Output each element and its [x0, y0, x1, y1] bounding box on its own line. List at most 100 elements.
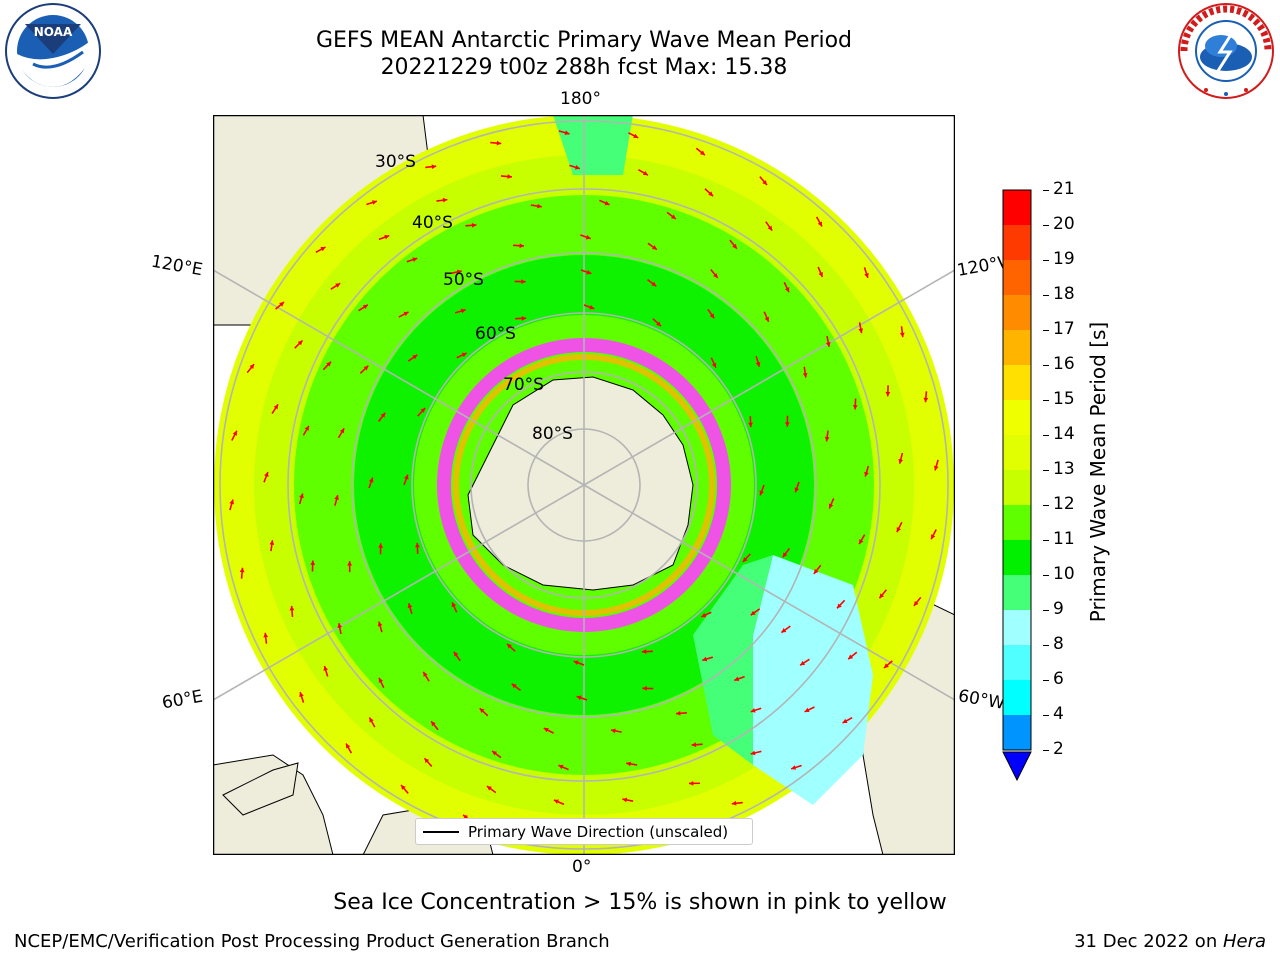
wave-arrow-head: [691, 742, 697, 748]
wave-arrow-head: [898, 458, 904, 464]
colorbar-tick-mark: [1043, 645, 1049, 646]
wave-arrow-head: [817, 221, 822, 227]
colorbar-cell: [1003, 715, 1031, 750]
colorbar-tick-label: 21: [1053, 179, 1075, 199]
wave-arrow-head: [347, 561, 353, 566]
colorbar-tick-label: 10: [1053, 564, 1075, 584]
legend-line-swatch: [423, 831, 459, 833]
wave-arrow-head: [885, 391, 891, 397]
wave-arrow-head: [299, 493, 304, 499]
wave-arrow-head: [732, 243, 737, 249]
wave-arrow-head: [431, 164, 437, 170]
wave-arrow-head: [412, 354, 418, 360]
colorbar-tick-mark: [1043, 190, 1049, 191]
wave-arrow-head: [479, 708, 485, 714]
wave-direction-arrows: [229, 130, 939, 840]
colorbar-cell: [1003, 645, 1031, 680]
wave-arrow-head: [269, 540, 275, 545]
wave-arrow-head: [264, 472, 269, 477]
wave-arrow-head: [755, 361, 761, 367]
lat-label-60s: 60°S: [475, 324, 516, 344]
wave-arrow-head: [461, 352, 467, 358]
wave-arrow-head: [363, 365, 369, 371]
nws-logo: [1178, 3, 1274, 99]
colorbar-cell: [1003, 260, 1031, 295]
wave-arrow-head: [759, 490, 764, 496]
wave-arrow-head: [750, 750, 756, 756]
lon-label-60e: 60°E: [160, 686, 205, 714]
lat-label-40s: 40°S: [412, 213, 453, 233]
lat-label-70s: 70°S: [503, 375, 544, 395]
wave-arrow-head: [642, 170, 648, 176]
wave-arrow-head: [864, 272, 869, 278]
land-africa: [213, 754, 334, 855]
wave-arrow-head: [781, 628, 787, 633]
wave-arrow-head: [304, 425, 309, 431]
wave-arrow-head: [931, 534, 936, 540]
wave-arrow-head: [263, 632, 269, 638]
chart-subtitle-run: 20221229 t00z 288h fcst Max: 15.38: [380, 55, 788, 80]
lat-label-80s: 80°S: [532, 424, 573, 444]
colorbar-tick-label: 15: [1053, 389, 1075, 409]
wave-arrow-head: [384, 234, 390, 240]
wave-arrow-head: [923, 397, 929, 403]
wave-arrow-head: [899, 332, 905, 338]
wave-arrow-head: [852, 405, 858, 410]
wave-arrow-head: [734, 676, 740, 682]
colorbar-tick-label: 9: [1053, 599, 1064, 619]
wave-arrow-head: [279, 302, 285, 307]
wave-arrow-head: [782, 552, 788, 558]
wave-arrow-head: [407, 603, 413, 609]
wave-arrow-head: [913, 600, 919, 606]
colorbar-tick-label: 6: [1053, 669, 1064, 689]
wave-arrow-head: [750, 610, 756, 616]
wave-arrow-head: [369, 717, 374, 723]
wave-arrow-head: [883, 663, 889, 668]
wave-arrow-head: [232, 430, 237, 436]
wave-arrow-head: [702, 656, 708, 662]
wave-arrow-head: [423, 671, 428, 677]
colorbar-tick-mark: [1043, 435, 1049, 436]
wave-arrow-head: [764, 316, 770, 322]
wave-arrow-head: [346, 743, 351, 749]
wave-arrow-head: [586, 269, 592, 275]
map-legend: Primary Wave Direction (unscaled): [415, 818, 753, 845]
lat-label-50s: 50°S: [443, 270, 484, 290]
wave-arrow-head: [326, 361, 332, 367]
colorbar-cell: [1003, 505, 1031, 540]
wave-arrow-head: [378, 677, 384, 683]
wave-arrow-head: [642, 685, 647, 691]
colorbar-tick-mark: [1043, 610, 1049, 611]
wave-arrow-head: [656, 321, 661, 327]
wave-arrow-head: [460, 308, 466, 314]
colorbar-tick-mark: [1043, 715, 1049, 716]
colorbar-tick-label: 11: [1053, 529, 1075, 549]
footer-host: Hera: [1222, 931, 1266, 952]
colorbar-tick-label: 8: [1053, 634, 1064, 654]
colorbar-tick-label: 14: [1053, 424, 1075, 444]
colorbar-tick-mark: [1043, 225, 1049, 226]
wave-arrow-head: [589, 305, 595, 310]
colorbar-tick-mark: [1043, 505, 1049, 506]
wave-arrow-head: [289, 605, 295, 611]
wave-arrow-head: [574, 165, 580, 170]
wave-arrow-head: [519, 243, 525, 249]
svg-text:NOAA: NOAA: [34, 25, 73, 39]
wave-arrow-head: [320, 247, 326, 252]
colorbar-tick-mark: [1043, 540, 1049, 541]
colorbar-cell: [1003, 295, 1031, 330]
wave-arrow-head: [767, 225, 773, 231]
wave-arrow-head: [403, 311, 409, 317]
colorbar-cell: [1003, 680, 1031, 715]
wave-arrow-head: [543, 728, 549, 733]
wave-arrow-head: [337, 623, 343, 628]
wave-arrow-head: [456, 269, 462, 275]
wave-arrow-head: [848, 654, 854, 660]
wave-arrow-head: [401, 784, 406, 790]
wave-arrow-head: [507, 174, 512, 179]
colorbar-tick-label: 17: [1053, 319, 1075, 339]
land-madagascar: [222, 762, 299, 816]
wave-arrow-head: [362, 304, 368, 310]
wave-arrow-head: [604, 200, 610, 206]
wave-arrow-head: [933, 465, 939, 471]
